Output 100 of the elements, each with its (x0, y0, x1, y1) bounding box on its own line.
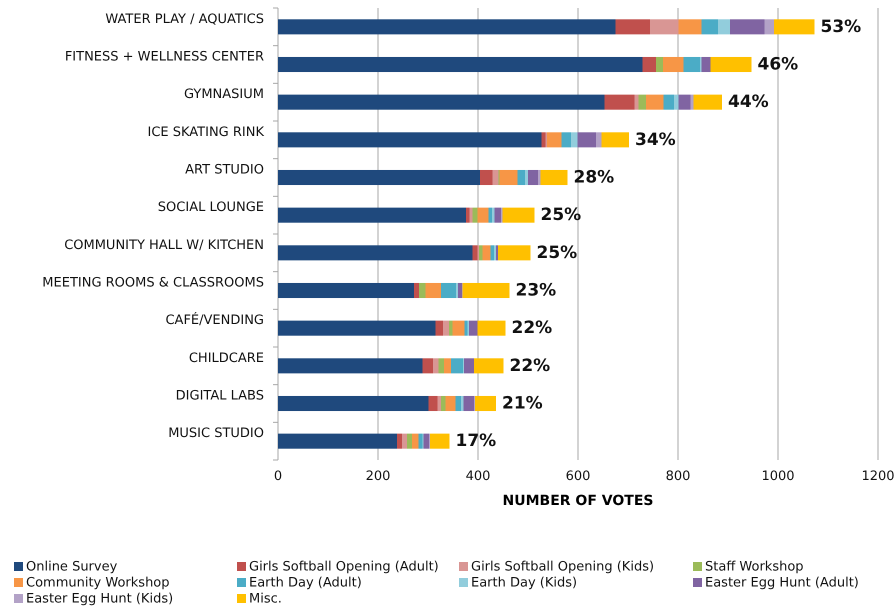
legend-label: Easter Egg Hunt (Adult) (705, 576, 859, 590)
legend-label: Online Survey (26, 560, 118, 574)
bar (419, 282, 426, 298)
bar (690, 94, 694, 110)
bar (278, 358, 422, 374)
annotation: 25% (540, 205, 582, 226)
annotation: 44% (728, 92, 769, 112)
bar (462, 282, 510, 298)
annotation: 17% (456, 431, 496, 452)
bar (414, 282, 419, 298)
bar (472, 245, 478, 260)
y-tick-label: DIGITAL LABS (176, 388, 264, 404)
bar (502, 208, 534, 223)
bar (480, 170, 492, 186)
bar (488, 208, 492, 223)
x-axis-title: NUMBER OF VOTES (502, 493, 654, 509)
bar (278, 208, 466, 223)
x-tick-label: 600 (566, 469, 590, 484)
bar (456, 396, 461, 412)
annotation: 34% (635, 130, 676, 150)
bar (278, 94, 604, 110)
bar (438, 396, 441, 412)
bar (562, 132, 571, 148)
bar (678, 94, 690, 110)
bar (407, 434, 412, 449)
bar (710, 56, 752, 72)
bar (702, 56, 710, 72)
bar (678, 19, 702, 34)
bar (492, 170, 498, 186)
y-tick-label: ART STUDIO (185, 162, 264, 178)
annotation: 25% (536, 242, 578, 263)
bar (452, 320, 464, 336)
bar (441, 396, 446, 412)
bar (528, 170, 538, 186)
bar (449, 320, 452, 336)
bar (278, 320, 436, 336)
annotation: 22% (512, 318, 552, 338)
bar (642, 56, 656, 72)
bar (278, 170, 480, 186)
bar (422, 358, 433, 374)
annotation: 21% (502, 394, 543, 414)
bar (278, 282, 414, 298)
bar (498, 245, 530, 260)
bar (278, 396, 428, 412)
bar (540, 170, 568, 186)
legend-label: Earth Day (Adult) (249, 576, 362, 590)
bar (571, 132, 578, 148)
bar (490, 245, 494, 260)
bar (470, 208, 472, 223)
bar (542, 132, 546, 148)
bar (441, 282, 456, 298)
bar (464, 396, 474, 412)
bar (494, 208, 501, 223)
bar (458, 282, 462, 298)
bar (478, 320, 506, 336)
legend-label: Staff Workshop (705, 560, 804, 574)
bar (646, 94, 664, 110)
bar (430, 434, 450, 449)
bar (684, 56, 700, 72)
y-tick-label: SOCIAL LOUNGE (158, 200, 264, 216)
bar (674, 94, 678, 110)
x-tick-label: 0 (274, 469, 282, 484)
bar (634, 94, 638, 110)
bar (278, 245, 472, 260)
bar (397, 434, 402, 449)
y-tick-label: MUSIC STUDIO (168, 426, 264, 442)
bar (547, 132, 562, 148)
legend-label: Earth Day (Kids) (471, 576, 578, 590)
bar (664, 94, 674, 110)
bar (730, 19, 764, 34)
bar (466, 208, 470, 223)
legend-label: Community Workshop (26, 576, 170, 590)
annotation: 46% (758, 54, 798, 74)
bar (424, 434, 429, 449)
bar (475, 396, 496, 412)
bar (650, 19, 678, 34)
x-tick-label: 1200 (861, 469, 895, 484)
bar (418, 434, 422, 449)
bar (764, 19, 774, 34)
bar (464, 320, 468, 336)
bar (479, 245, 482, 260)
bar (472, 208, 478, 223)
bar (474, 358, 504, 374)
legend-label: Misc. (249, 592, 282, 606)
bar (446, 396, 456, 412)
bar (451, 358, 463, 374)
bar (278, 434, 397, 449)
bar (433, 358, 438, 374)
bar (278, 56, 642, 72)
bar (656, 56, 663, 72)
bar (412, 434, 418, 449)
bar (436, 320, 443, 336)
y-tick-label: CHILDCARE (188, 350, 264, 366)
bar (694, 94, 722, 110)
y-tick-label: GYMNASIUM (184, 87, 264, 102)
x-tick-label: 200 (366, 469, 390, 484)
bar (428, 396, 438, 412)
bar (718, 19, 730, 34)
y-tick-label: MEETING ROOMS & CLASSROOMS (42, 276, 264, 290)
bar (663, 56, 684, 72)
